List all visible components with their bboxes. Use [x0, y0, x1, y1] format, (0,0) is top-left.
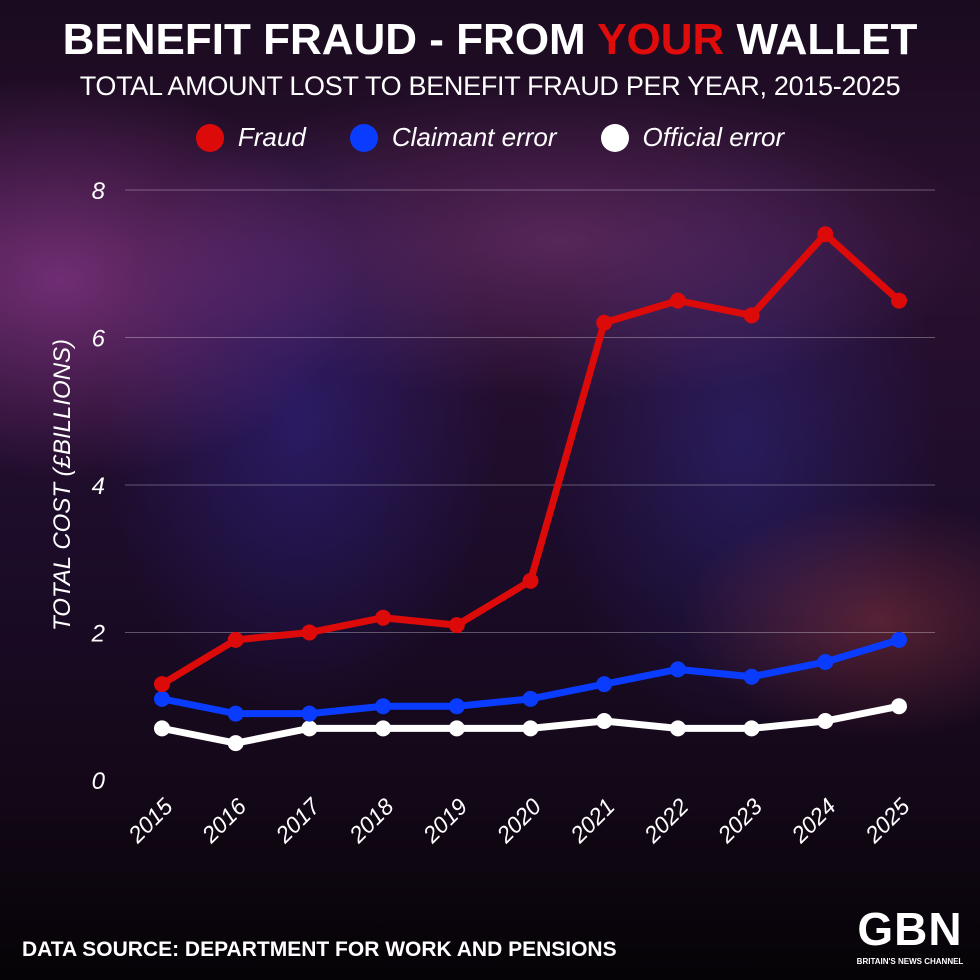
- x-tick-label: 2020: [491, 793, 546, 848]
- data-point: [669, 292, 686, 309]
- data-point: [227, 631, 244, 648]
- data-point: [522, 720, 539, 737]
- data-point: [817, 226, 834, 243]
- data-point: [596, 314, 613, 331]
- data-point: [669, 720, 686, 737]
- x-tick-label: 2017: [270, 792, 326, 848]
- logo-text: GBN: [857, 903, 963, 955]
- legend-label: Official error: [642, 122, 785, 152]
- data-point: [375, 698, 392, 715]
- data-point: [817, 654, 834, 670]
- legend-item-official: Official error: [600, 122, 785, 153]
- chart-subtitle: TOTAL AMOUNT LOST TO BENEFIT FRAUD PER Y…: [79, 71, 901, 101]
- legend-marker: [600, 123, 629, 152]
- x-tick-label: 2019: [417, 793, 472, 848]
- data-point: [154, 720, 170, 737]
- data-point: [891, 631, 907, 648]
- y-axis-label: TOTAL COST (£BILLIONS): [49, 339, 76, 631]
- logo-tagline: BRITAIN'S NEWS CHANNEL: [856, 957, 964, 966]
- x-tick-label: 2016: [196, 793, 251, 848]
- title-highlight: YOUR: [597, 15, 725, 64]
- data-point: [891, 698, 907, 715]
- legend: Fraud Claimant error Official error: [0, 122, 980, 153]
- y-tick-label: 2: [91, 621, 105, 648]
- data-point: [743, 668, 760, 685]
- data-point: [743, 720, 760, 737]
- x-tick-label: 2025: [859, 793, 914, 848]
- y-tick-label: 8: [92, 178, 106, 205]
- data-point: [522, 572, 539, 589]
- y-tick-label: 4: [92, 473, 105, 500]
- data-point: [743, 307, 760, 324]
- data-point: [227, 735, 244, 752]
- title-text-end: WALLET: [724, 15, 918, 64]
- data-point: [448, 720, 465, 737]
- legend-item-fraud: Fraud: [195, 122, 306, 153]
- chart-title: BENEFIT FRAUD - FROM YOUR WALLET: [0, 14, 980, 66]
- data-point: [817, 713, 834, 729]
- data-point: [375, 609, 392, 626]
- data-point: [669, 661, 686, 678]
- x-tick-label: 2018: [343, 793, 398, 848]
- data-source: DATA SOURCE: DEPARTMENT FOR WORK AND PEN…: [22, 938, 617, 961]
- data-point: [154, 676, 170, 693]
- data-point: [154, 690, 170, 707]
- x-tick-label: 2021: [564, 793, 619, 848]
- data-point: [301, 720, 318, 737]
- data-point: [448, 698, 465, 715]
- data-point: [375, 720, 392, 737]
- legend-marker: [195, 123, 224, 152]
- data-point: [301, 624, 318, 641]
- x-tick-label: 2015: [122, 793, 177, 848]
- data-point: [448, 617, 465, 634]
- data-point: [596, 713, 613, 729]
- data-point: [301, 705, 318, 722]
- data-point: [522, 690, 539, 707]
- data-point: [891, 292, 907, 309]
- y-tick-label: 6: [92, 326, 106, 353]
- x-tick-label: 2023: [712, 793, 767, 848]
- legend-marker: [349, 123, 378, 152]
- title-text: BENEFIT FRAUD - FROM: [62, 15, 598, 64]
- gbn-logo: GBN BRITAIN'S NEWS CHANNEL: [840, 902, 980, 968]
- x-tick-label: 2024: [786, 793, 841, 848]
- data-point: [227, 705, 244, 722]
- y-tick-label: 0: [92, 768, 106, 795]
- x-tick-label: 2022: [638, 793, 693, 848]
- legend-item-claimant: Claimant error: [349, 122, 557, 153]
- series-line-fraud: [160, 230, 902, 688]
- legend-label: Claimant error: [391, 122, 557, 152]
- legend-label: Fraud: [237, 122, 306, 152]
- data-point: [596, 676, 613, 693]
